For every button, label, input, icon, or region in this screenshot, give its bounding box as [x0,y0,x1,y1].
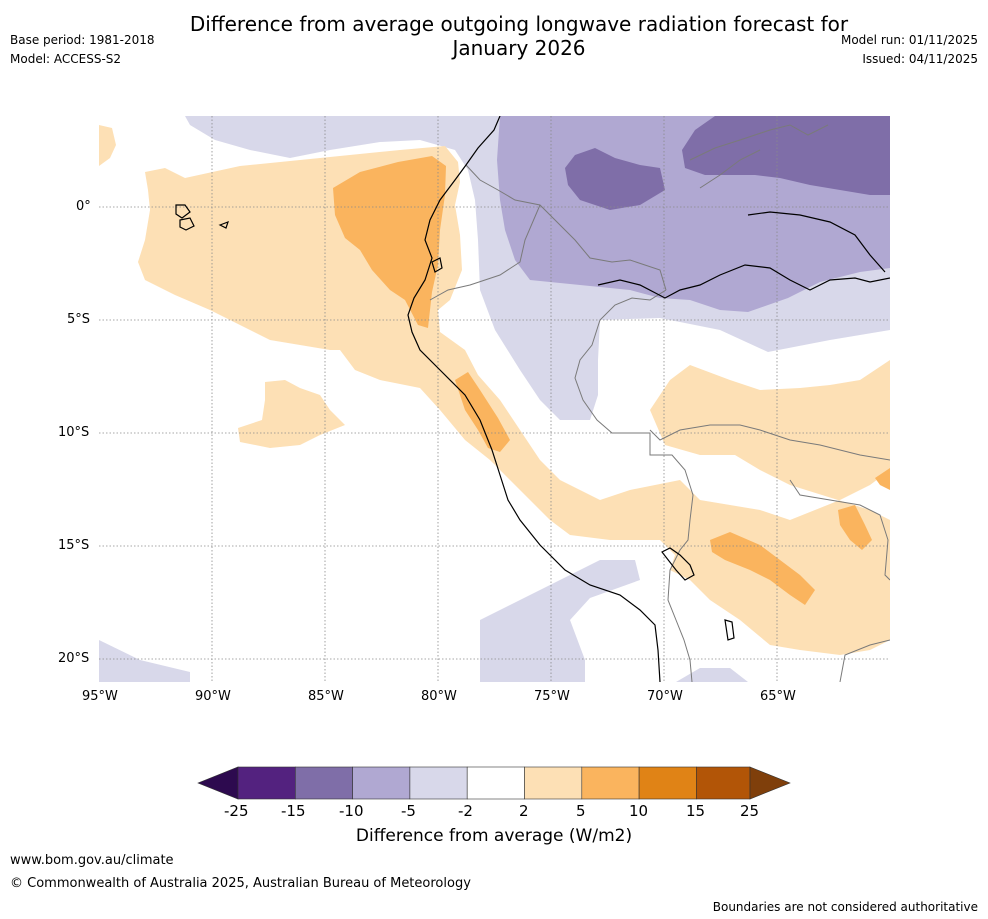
copyright: © Commonwealth of Australia 2025, Austra… [10,876,471,891]
title-line-1: Difference from average outgoing longwav… [189,12,849,36]
contour-p5-p10 [333,156,890,605]
lon-label-70w: 70°W [647,689,683,704]
colorbar-bin-m10-m5 [352,766,411,800]
base-period: Base period: 1981-2018 [10,33,155,47]
model-run: Model run: 01/11/2025 [840,33,978,47]
colorbar-bin-p2-p5 [524,766,583,800]
colorbar-bin-m25-m15 [237,766,296,800]
lat-label-15s: 15°S [58,538,90,553]
colorbar-bin-m15-m10 [294,766,353,800]
chart-title: Difference from average outgoing longwav… [0,12,988,60]
lat-label-10s: 10°S [58,425,90,440]
colorbar-tick: 10 [629,802,649,820]
graticule [99,116,890,682]
colorbar-tick: -15 [281,802,306,820]
colorbar-bin-m2-p2 [466,766,525,800]
disclaimer: Boundaries are not considered authoritat… [712,900,978,914]
colorbar-tick: 25 [740,802,760,820]
lon-label-75w: 75°W [534,689,570,704]
colorbar-title: Difference from average (W/m2) [355,826,633,846]
colorbar-extend-min [197,766,239,800]
colorbar-tick: 5 [576,802,586,820]
model-name: Model: ACCESS-S2 [10,52,122,66]
colorbar-tick: -10 [339,802,364,820]
lat-label-20s: 20°S [58,651,90,666]
colorbar-extend-max [749,766,791,800]
colorbar-tick: 15 [686,802,706,820]
colorbar-bin-p10-p15 [638,766,697,800]
contour-p2-p5 [99,125,890,655]
colorbar-tick: 2 [519,802,529,820]
lon-label-85w: 85°W [308,689,344,704]
country-borders [429,124,890,682]
lon-label-90w: 90°W [195,689,231,704]
colorbar [197,766,791,800]
website-link[interactable]: www.bom.gov.au/climate [10,853,174,868]
lat-label-0: 0° [76,199,91,214]
colorbar-bin-p15-p25 [696,766,751,800]
lat-label-5s: 5°S [67,312,91,327]
colorbar-tick: -5 [401,802,416,820]
lon-label-65w: 65°W [760,689,796,704]
title-line-2: January 2026 [452,36,586,60]
issued-date: Issued: 04/11/2025 [862,52,978,66]
colorbar-bin-m5-m2 [409,766,468,800]
map-area [99,116,890,682]
contour-m15-m10 [565,116,890,210]
lon-label-80w: 80°W [421,689,457,704]
colorbar-tick: -2 [458,802,473,820]
lon-label-95w: 95°W [82,689,118,704]
colorbar-bin-p5-p10 [581,766,640,800]
colorbar-tick: -25 [224,802,249,820]
coastline [175,116,890,682]
